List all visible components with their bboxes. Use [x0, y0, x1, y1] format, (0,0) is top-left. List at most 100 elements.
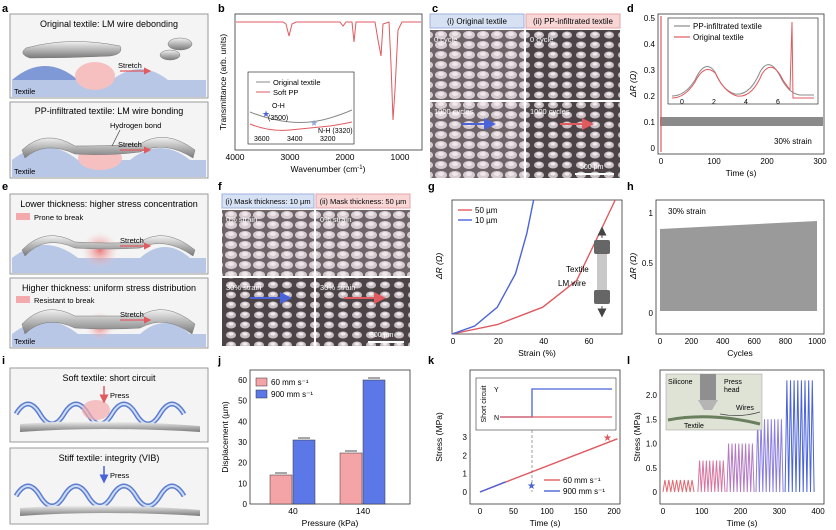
- panel-i: i Soft textile: short circuit Press Stif…: [2, 355, 209, 525]
- panel-d-legend-0: PP-infiltrated textile: [693, 22, 762, 31]
- panel-b-inset: [247, 71, 355, 145]
- panel-l-head-label: head: [724, 387, 740, 394]
- panel-g: g ΔR (Ω) 0 20 40 60 Strain (%) 50 µm 10 µm …: [428, 181, 623, 358]
- panel-j-xlabel: Pressure (kPa): [302, 518, 359, 528]
- panel-f-l4: 30% strain: [320, 283, 355, 292]
- panel-l-blocks: [662, 380, 815, 493]
- panel-l-xlabel: Time (s): [727, 518, 758, 528]
- panel-k-series-900: [479, 481, 506, 493]
- panel-l-textile-label: Textile: [684, 423, 704, 430]
- panel-h-xtick-5: 1000: [808, 337, 826, 346]
- panel-j-legend-swatch-0: [255, 377, 268, 387]
- panel-a-top-title: Original textile: LM wire debonding: [40, 19, 178, 29]
- panel-b-oh2: (3500): [268, 115, 288, 122]
- panel-j-ytick-3: 30: [238, 438, 247, 447]
- panel-c-img3: [430, 102, 524, 178]
- panel-d-inset-pp: [671, 64, 814, 97]
- panel-k-y: Y: [494, 387, 499, 394]
- panel-k-xtick-0: 0: [478, 507, 483, 516]
- panel-b-legend-0: Original textile: [273, 78, 321, 87]
- panel-l-press-head: [700, 374, 716, 400]
- panel-j-legend-0: 60 mm s⁻¹: [271, 378, 309, 387]
- panel-f-l2: 0% strain: [320, 215, 351, 224]
- panel-b-inset-original: [249, 109, 353, 123]
- panel-k-xtick-3: 150: [574, 507, 588, 516]
- panel-k-star-900: ★: [527, 481, 536, 492]
- panel-d-xtick-3: 300: [813, 157, 827, 166]
- panel-f-l1: 0% strain: [226, 215, 257, 224]
- panel-l-textile-strip: [667, 415, 761, 426]
- panel-i-top-short: [82, 400, 110, 420]
- panel-k-letter: k: [428, 355, 435, 367]
- panel-l-ytick-1: 1.5: [646, 415, 658, 424]
- panel-a-letter: a: [2, 3, 9, 15]
- panel-j-ylabel: Displacement (µm): [220, 401, 230, 473]
- panel-l-wires-label: Wires: [736, 405, 754, 412]
- panel-d-ytick-1: 0.4: [644, 40, 656, 49]
- panel-h-ytick-1: 0.5: [642, 259, 654, 268]
- panel-d-ylabel: ΔR (Ω): [628, 71, 638, 98]
- panel-l-yticks: 2.0 1.5 1.0 0.5 0: [646, 391, 658, 497]
- panel-k-ytick-1: 2: [463, 451, 468, 460]
- panel-j-category-1: 140: [356, 506, 370, 516]
- panel-d-inset-tick-6: 6: [776, 99, 780, 106]
- panel-e-top-stretch: Stretch: [120, 236, 144, 245]
- panel-a-top-wire: [22, 41, 122, 59]
- panel-j-ytick-5: 10: [238, 479, 247, 488]
- panel-d-xlabel: Time (s): [726, 168, 757, 178]
- panel-k-inset: [475, 377, 617, 431]
- panel-b-legend-1: Soft PP: [273, 88, 298, 97]
- panel-c: c (i) Original textile (ii) PP-infiltrat…: [429, 3, 621, 178]
- panel-f-head1-bg: [221, 193, 315, 209]
- panel-g-letter: g: [428, 181, 435, 193]
- panel-i-top-wire: [20, 421, 200, 432]
- panel-e-bot-title: Higher thickness: uniform stress distrib…: [22, 283, 196, 293]
- panel-g-xtick-2: 40: [539, 337, 548, 346]
- panel-j-bar-0-0: [269, 474, 293, 505]
- panel-a-top-base: Textile: [14, 87, 35, 96]
- panel-d-xtick-2: 200: [760, 157, 774, 166]
- panel-j-bar-1-0: [339, 452, 363, 505]
- panel-f-letter: f: [218, 181, 222, 193]
- panel-b-axes: [234, 13, 423, 151]
- panel-c-head2: (ii) PP-infiltrated textile: [533, 17, 614, 26]
- panel-b-oh-star: ★: [262, 109, 270, 119]
- panel-b-ylabel: Transmittance (arb. units): [218, 34, 228, 131]
- panel-k-ytick-2: 1: [463, 470, 468, 479]
- panel-h-xtick-2: 400: [716, 337, 730, 346]
- panel-j-category-0: 40: [288, 506, 298, 516]
- panel-a-top-stretch: Stretch: [118, 61, 142, 70]
- panel-b-inset-tick-2: 3200: [320, 136, 336, 143]
- panel-f-head1: (i) Mask thickness: 10 µm: [225, 197, 310, 206]
- panel-j-bar-0-1: [292, 439, 316, 505]
- panel-l: l Stress (MPa) 2.0 1.5 1.0 0.5 0 0 100 200 300 4…: [627, 355, 825, 528]
- panel-i-top-press: Press: [110, 391, 129, 400]
- panel-e: e Lower thickness: higher stress concent…: [2, 181, 209, 349]
- panel-h-note: 30% strain: [668, 207, 706, 216]
- panel-g-xlabel: Strain (%): [518, 348, 556, 358]
- panel-b-nh: N-H (3320): [318, 128, 353, 135]
- panel-i-top-title: Soft textile: short circuit: [62, 373, 156, 383]
- panel-e-bot-base: Textile: [14, 337, 35, 346]
- panel-h: h ΔR (Ω) 1 0.5 0 0 200 400 600 800 1000 Cycle…: [627, 181, 826, 358]
- panel-h-letter: h: [627, 181, 634, 193]
- panel-d-xtick-1: 100: [707, 157, 721, 166]
- panel-l-ytick-4: 0: [653, 488, 658, 497]
- panel-g-xtick-3: 60: [585, 337, 594, 346]
- panel-b-xtick-3000: 3000: [281, 152, 300, 162]
- panel-l-xtick-1: 100: [695, 507, 709, 516]
- panel-f-img3: [222, 278, 314, 346]
- panel-g-axes: [451, 199, 623, 335]
- panel-c-img4: [526, 102, 620, 178]
- panel-g-wire: LM wire: [558, 279, 587, 288]
- panel-b-xticks: 4000 3000 2000 1000: [226, 152, 410, 162]
- panel-f-img1: [222, 210, 314, 276]
- panel-b-softpp-spectrum: [236, 21, 421, 121]
- panel-k-xtick-4: 200: [607, 507, 621, 516]
- panel-i-letter: i: [2, 355, 5, 367]
- panel-h-cyclic-band: [660, 221, 817, 311]
- panel-b-xlabel-sup: -1: [357, 165, 363, 171]
- panel-c-l3: 1000 cycles: [434, 107, 474, 116]
